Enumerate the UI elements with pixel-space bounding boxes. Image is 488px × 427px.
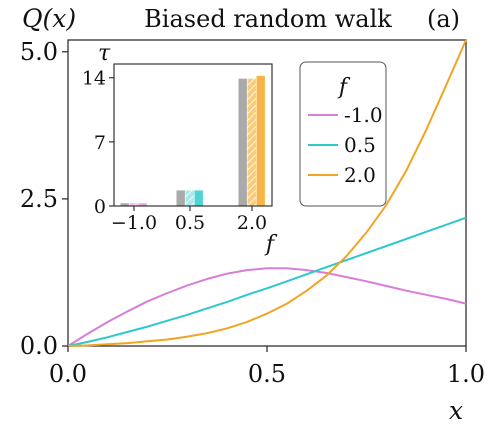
- chart-title: Biased random walk: [144, 5, 392, 33]
- series-line-0: [67, 267, 467, 347]
- x-tick-label: 1.0: [447, 360, 485, 388]
- inset-bar: [238, 78, 247, 206]
- inset-bar-chart: 0 7 14 −1.0 0.5 2.0 τ f: [82, 41, 278, 257]
- panel-label: (a): [427, 5, 460, 33]
- inset-border: [113, 63, 273, 207]
- inset-bar-hatch: [247, 78, 256, 206]
- inset-bar: [256, 75, 265, 207]
- inset-x-tick-label: −1.0: [111, 212, 157, 234]
- y-axis-label: Q(x): [22, 4, 76, 33]
- inset-x-tick-label: 0.5: [175, 212, 205, 234]
- y-tick-label: 0.0: [20, 332, 58, 360]
- inset-bar: [120, 203, 129, 206]
- inset-x-axis-label: f: [264, 232, 278, 257]
- inset-bar-hatch: [185, 190, 194, 206]
- inset-frame: [113, 63, 273, 207]
- main-series-lines: [67, 39, 467, 347]
- inset-y-axis-label: τ: [98, 41, 111, 66]
- inset-y-tick-label: 14: [82, 68, 106, 90]
- legend-label: 0.5: [344, 133, 376, 157]
- y-tick-label: 2.5: [20, 185, 58, 213]
- x-tick-label: 0.5: [248, 360, 286, 388]
- inset-x-tick-label: 2.0: [237, 212, 267, 234]
- inset-bar: [138, 203, 147, 206]
- legend-box: [299, 61, 387, 207]
- inset-y-tick-label: 7: [94, 132, 106, 154]
- x-axis-label: x: [449, 396, 463, 425]
- inset-x-ticks: −1.0 0.5 2.0: [111, 206, 267, 234]
- inset-bars: [120, 75, 265, 207]
- legend-label: -1.0: [344, 103, 383, 127]
- series-line-1: [67, 216, 467, 347]
- inset-bar-hatch: [129, 203, 138, 206]
- inset-bar: [176, 190, 185, 206]
- series-line-2: [67, 39, 467, 347]
- main-x-ticks: 0.0 0.5 1.0: [49, 346, 485, 388]
- main-y-ticks: 0.0 2.5 5.0: [20, 38, 68, 360]
- legend-label: 2.0: [344, 163, 376, 187]
- x-tick-label: 0.0: [49, 360, 87, 388]
- legend: f -1.00.52.0: [299, 61, 387, 207]
- inset-bar: [194, 190, 203, 206]
- legend-items: -1.0 0.5 2.0: [308, 103, 383, 187]
- y-tick-label: 5.0: [20, 38, 58, 66]
- inset-y-ticks: 0 7 14: [82, 68, 114, 218]
- inset-y-tick-label: 0: [94, 196, 106, 218]
